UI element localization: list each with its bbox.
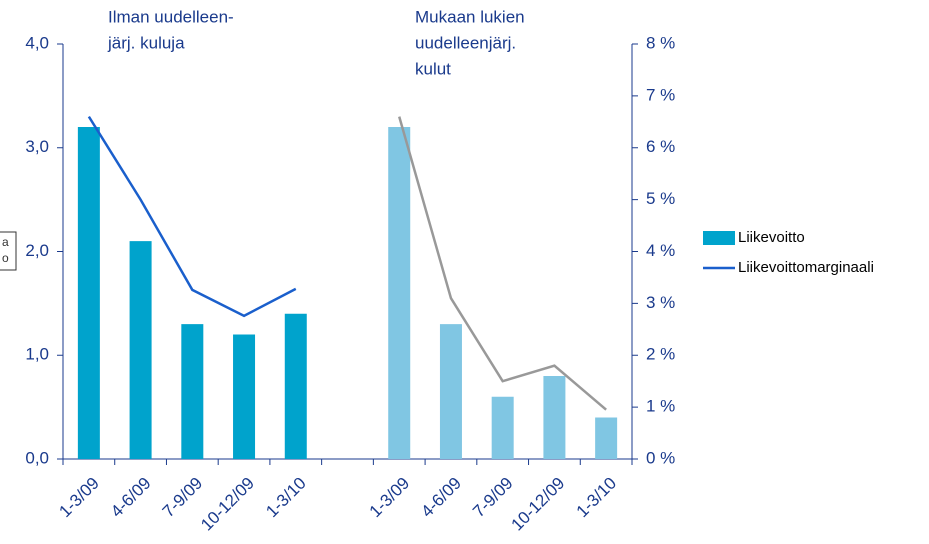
bar — [543, 376, 566, 459]
legend-label: Liikevoitto — [738, 229, 805, 246]
x-tick-label: 4-6/09 — [107, 474, 155, 522]
y2-tick-label: 7 % — [646, 85, 675, 104]
bar — [439, 324, 462, 459]
x-tick-label: 1-3/10 — [262, 474, 310, 522]
annotation: järj. kuluja — [107, 33, 185, 52]
y-tick-label: 0,0 — [25, 448, 49, 467]
x-tick-label: 4-6/09 — [417, 474, 465, 522]
annotation: Mukaan lukien — [415, 7, 525, 26]
x-tick-label: 7-9/09 — [469, 474, 517, 522]
x-tick-label: 7-9/09 — [159, 474, 207, 522]
note-box — [0, 231, 17, 271]
note-text: a — [2, 235, 9, 249]
legend-label: Liikevoittomarginaali — [738, 259, 874, 276]
y-tick-label: 4,0 — [25, 33, 49, 52]
y2-tick-label: 4 % — [646, 241, 675, 260]
annotation: uudelleenjärj. — [415, 33, 516, 52]
y2-tick-label: 2 % — [646, 345, 675, 364]
note-text: o — [2, 251, 9, 265]
bar — [388, 127, 411, 459]
line — [398, 116, 607, 411]
y2-tick-label: 8 % — [646, 33, 675, 52]
y2-tick-label: 6 % — [646, 137, 675, 156]
x-tick-label: 1-3/09 — [366, 474, 414, 522]
bar — [595, 417, 618, 459]
line — [87, 115, 297, 318]
bar — [491, 396, 514, 459]
y-tick-label: 2,0 — [25, 241, 49, 260]
x-tick-label: 1-3/10 — [573, 474, 621, 522]
y-tick-label: 1,0 — [25, 345, 49, 364]
y2-tick-label: 3 % — [646, 293, 675, 312]
bar — [181, 324, 204, 459]
bar — [77, 127, 100, 459]
y2-tick-label: 1 % — [646, 397, 675, 416]
y2-tick-label: 0 % — [646, 448, 675, 467]
bar — [129, 241, 152, 459]
x-tick-label: 10-12/09 — [197, 474, 258, 535]
x-tick-label: 1-3/09 — [55, 474, 103, 522]
bar — [284, 313, 307, 459]
y2-tick-label: 5 % — [646, 189, 675, 208]
x-tick-label: 10-12/09 — [508, 474, 569, 535]
legend-swatch — [703, 231, 735, 245]
y-tick-label: 3,0 — [25, 137, 49, 156]
annotation: kulut — [415, 59, 451, 78]
bar — [233, 334, 256, 459]
annotation: Ilman uudelleen- — [108, 7, 234, 26]
